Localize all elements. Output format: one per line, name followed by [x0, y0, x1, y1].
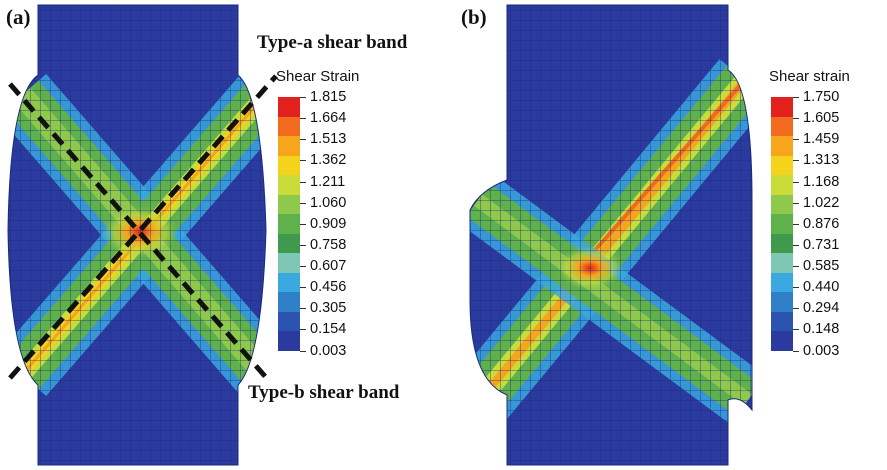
legend-value: 0.456 [310, 279, 347, 296]
legend-tick [300, 139, 306, 141]
legend-tick [300, 181, 306, 183]
legend-value: 1.664 [310, 110, 347, 127]
legend-tick [300, 329, 306, 331]
legend-tick [300, 308, 306, 310]
legend-value: 1.605 [803, 110, 840, 127]
legend-swatch [771, 253, 793, 273]
legend-value: 0.585 [803, 258, 840, 274]
legend-swatch [771, 272, 793, 293]
legend-tick [300, 223, 306, 225]
type-a-shear-band-label: Type-a shear band [257, 32, 408, 53]
legend-swatch [278, 155, 300, 176]
legend-swatch [771, 292, 793, 312]
legend-value: 1.313 [803, 152, 840, 169]
type-a-dashed-line [8, 74, 278, 380]
legend-a-title: Shear Strain [276, 68, 360, 85]
legend-value: 1.168 [803, 173, 840, 190]
legend-value: 0.003 [803, 342, 840, 359]
legend-tick [300, 287, 306, 289]
type-b-shear-band-label: Type-b shear band [248, 382, 400, 403]
legend-tick [300, 350, 306, 352]
legend-swatch [771, 116, 793, 137]
legend-swatch [278, 214, 300, 234]
legend-value: 0.909 [310, 215, 347, 232]
legend-tick [793, 97, 799, 98]
legend-tick [793, 181, 799, 183]
legend-value: 0.003 [310, 342, 347, 359]
legend-value: 0.305 [310, 300, 347, 317]
legend-tick [300, 202, 306, 204]
legend-swatch [771, 311, 793, 332]
legend-swatch [278, 116, 300, 137]
legend-swatch [278, 272, 300, 293]
legend-value: 1.362 [310, 152, 347, 169]
legend-tick [300, 160, 306, 162]
legend-value: 1.022 [803, 194, 840, 211]
legend-swatch [278, 233, 300, 254]
legend-value: 0.154 [310, 321, 347, 338]
legend-swatch [771, 214, 793, 234]
panel-b-mesh [470, 5, 752, 465]
panel-a-label: (a) [6, 5, 31, 29]
legend-tick [793, 350, 799, 352]
legend-swatch [771, 194, 793, 215]
legend-tick [300, 118, 306, 120]
legend-tick [793, 118, 799, 120]
legend-swatch [278, 292, 300, 312]
legend-value: 0.148 [803, 321, 840, 338]
legend-tick [793, 308, 799, 310]
legend-value: 1.750 [803, 89, 840, 105]
legend-swatch [278, 194, 300, 215]
legend-tick [793, 202, 799, 204]
legend-value: 0.876 [803, 215, 840, 232]
legend-value: 1.459 [803, 131, 840, 148]
legend-value: 0.440 [803, 279, 840, 296]
legend-swatch [771, 175, 793, 195]
legend-value: 0.607 [310, 258, 347, 274]
legend-swatch [278, 136, 300, 156]
legend-value: 0.758 [310, 236, 347, 253]
legend-tick [793, 244, 799, 246]
panel-b-label: (b) [461, 5, 487, 29]
legend-tick [793, 329, 799, 331]
legend-swatch [278, 331, 300, 351]
legend-swatch [771, 136, 793, 156]
legend-value: 1.513 [310, 131, 347, 148]
panel-a-mesh [8, 5, 266, 465]
legend-value: 0.731 [803, 236, 840, 253]
legend-value: 1.060 [310, 194, 347, 211]
legend-b-title: Shear strain [769, 68, 850, 85]
legend-swatch [278, 175, 300, 195]
legend-tick [300, 97, 306, 98]
legend-tick [793, 266, 799, 267]
legend-swatch [771, 233, 793, 254]
legend-value: 1.211 [310, 173, 346, 190]
legend-tick [793, 223, 799, 225]
legend-swatch [278, 311, 300, 332]
legend-tick [793, 287, 799, 289]
legend-swatch [771, 155, 793, 176]
legend-swatch [771, 97, 793, 117]
legend-swatch [278, 97, 300, 117]
legend-swatch [771, 331, 793, 351]
legend-tick [793, 139, 799, 141]
legend-value: 1.815 [310, 89, 347, 105]
legend-tick [793, 160, 799, 162]
legend-value: 0.294 [803, 300, 840, 317]
legend-swatch [278, 253, 300, 273]
legend-tick [300, 266, 306, 267]
legend-tick [300, 244, 306, 246]
